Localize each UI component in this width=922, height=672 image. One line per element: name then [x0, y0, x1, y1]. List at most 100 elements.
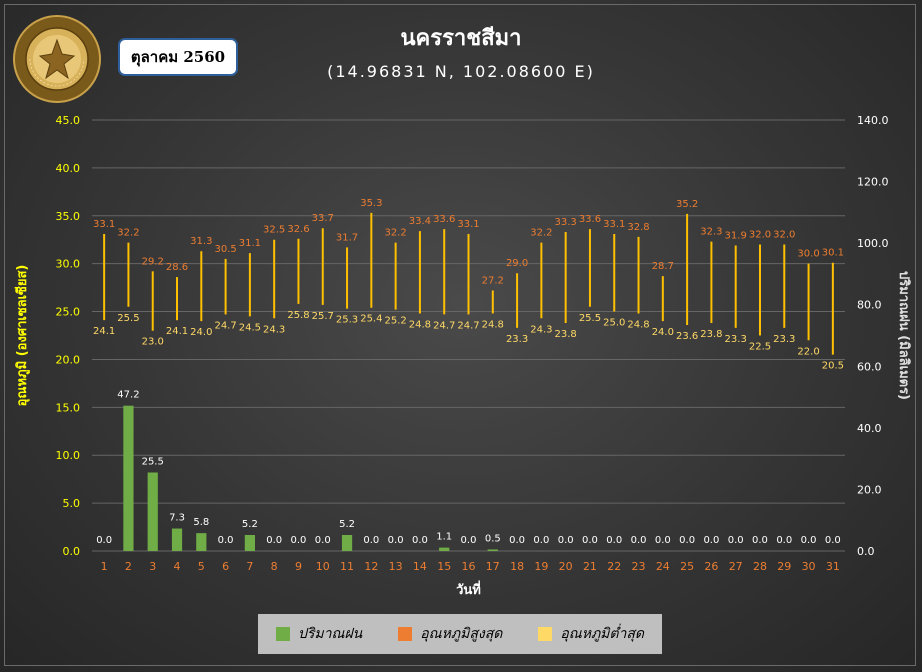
right-tick-label: 0.0	[857, 545, 875, 558]
x-tick-label: 18	[510, 560, 524, 573]
x-axis-title: วันที่	[456, 580, 481, 598]
left-tick-label: 45.0	[56, 114, 81, 127]
rain-data-label: 5.2	[242, 519, 258, 530]
tmin-data-label: 23.8	[700, 329, 722, 340]
rain-bar	[244, 534, 255, 551]
legend-label-tmax: อุณหภูมิสูงสุด	[420, 626, 503, 642]
legend-item-rain: ปริมาณฝน	[275, 623, 363, 645]
tmax-data-label: 33.7	[312, 213, 334, 224]
x-tick-label: 24	[656, 560, 670, 573]
rain-bar	[196, 533, 207, 551]
rain-bar	[439, 547, 450, 551]
rain-data-label: 0.0	[801, 535, 817, 546]
rain-data-label: 0.0	[388, 535, 404, 546]
legend-swatch-tmax	[398, 627, 413, 641]
legend-label-rain: ปริมาณฝน	[297, 626, 363, 642]
x-tick-label: 22	[607, 560, 621, 573]
right-tick-label: 140.0	[857, 114, 889, 127]
tmin-data-label: 23.8	[555, 329, 577, 340]
rain-data-label: 5.2	[339, 519, 355, 530]
rain-data-label: 0.0	[776, 535, 792, 546]
tmax-data-label: 32.8	[627, 222, 649, 233]
left-tick-label: 25.0	[56, 306, 81, 319]
rain-data-label: 0.0	[266, 535, 282, 546]
legend: ปริมาณฝน อุณหภูมิสูงสุด อุณหภูมิต่ำสุด	[258, 614, 662, 654]
tmax-data-label: 32.3	[700, 227, 722, 238]
x-tick-label: 5	[198, 560, 205, 573]
tmin-data-label: 24.1	[93, 326, 115, 337]
tmax-data-label: 28.6	[166, 262, 188, 273]
tmax-data-label: 28.7	[652, 261, 674, 272]
chart-title: นครราชสีมา	[400, 26, 522, 51]
tmax-data-label: 30.1	[822, 248, 844, 259]
left-tick-label: 10.0	[56, 449, 81, 462]
x-tick-label: 6	[222, 560, 229, 573]
x-tick-label: 8	[271, 560, 278, 573]
tmin-data-label: 25.2	[384, 316, 406, 327]
rain-data-label: 5.8	[193, 517, 209, 528]
x-tick-label: 1	[101, 560, 108, 573]
rain-data-label: 0.0	[461, 535, 477, 546]
left-axis-title: อุณหภูมิ (องศาเซลเซียส)	[14, 265, 30, 407]
left-tick-label: 5.0	[63, 497, 81, 510]
right-axis-title: ปริมาณฝน (มิลลิเมตร)	[896, 271, 911, 400]
chart-subtitle: (14.96831 N, 102.08600 E)	[327, 62, 595, 81]
tmin-data-label: 25.5	[579, 313, 601, 324]
legend-label-tmin: อุณหภูมิต่ำสุด	[560, 626, 644, 642]
tmax-data-label: 33.1	[603, 219, 625, 230]
x-tick-label: 11	[340, 560, 354, 573]
tmin-data-label: 24.3	[263, 324, 285, 335]
tmin-data-label: 24.5	[239, 322, 261, 333]
tmin-data-label: 24.7	[457, 320, 479, 331]
tmax-data-label: 29.2	[142, 256, 164, 267]
legend-item-tmax: อุณหภูมิสูงสุด	[398, 623, 502, 645]
rain-data-label: 0.0	[606, 535, 622, 546]
rain-bar	[341, 534, 353, 551]
tmax-data-label: 33.1	[93, 219, 115, 230]
tmin-data-label: 24.7	[433, 320, 455, 331]
tmin-data-label: 25.7	[312, 311, 334, 322]
x-tick-label: 20	[559, 560, 573, 573]
tmin-data-label: 24.8	[482, 319, 504, 330]
tmin-data-label: 25.4	[360, 314, 382, 325]
tmax-data-label: 30.0	[797, 249, 819, 260]
tmax-data-label: 31.9	[725, 230, 747, 241]
tmin-data-label: 24.0	[652, 327, 674, 338]
right-tick-label: 20.0	[857, 483, 882, 496]
legend-swatch-rain	[275, 627, 290, 641]
tmax-data-label: 35.2	[676, 199, 698, 210]
x-tick-label: 30	[802, 560, 816, 573]
rain-data-label: 0.0	[218, 535, 234, 546]
rain-data-label: 0.0	[631, 535, 647, 546]
x-tick-label: 4	[174, 560, 181, 573]
x-tick-label: 31	[826, 560, 840, 573]
rain-data-label: 25.5	[142, 456, 164, 467]
legend-item-tmin: อุณหภูมิต่ำสุด	[538, 623, 644, 645]
right-tick-label: 100.0	[857, 237, 889, 250]
rain-data-label: 0.0	[509, 535, 525, 546]
tmax-data-label: 31.1	[239, 238, 261, 249]
x-tick-label: 14	[413, 560, 427, 573]
tmin-data-label: 22.0	[797, 346, 819, 357]
x-tick-label: 19	[534, 560, 548, 573]
rain-bar	[171, 528, 183, 551]
x-tick-label: 28	[753, 560, 767, 573]
tmax-data-label: 31.3	[190, 236, 212, 247]
x-tick-label: 2	[125, 560, 132, 573]
tmax-data-label: 33.6	[433, 214, 455, 225]
rain-data-label: 0.0	[363, 535, 379, 546]
x-tick-label: 13	[389, 560, 403, 573]
rain-data-label: 0.0	[728, 535, 744, 546]
rain-data-label: 0.0	[703, 535, 719, 546]
left-tick-label: 40.0	[56, 162, 81, 175]
x-tick-label: 15	[437, 560, 451, 573]
tmax-data-label: 29.0	[506, 258, 528, 269]
tmax-data-label: 32.0	[749, 230, 771, 241]
left-tick-label: 0.0	[63, 545, 81, 558]
left-tick-label: 15.0	[56, 401, 81, 414]
tmin-data-label: 24.3	[530, 324, 552, 335]
left-tick-label: 30.0	[56, 258, 81, 271]
tmax-data-label: 32.2	[530, 228, 552, 239]
right-tick-label: 60.0	[857, 360, 882, 373]
rain-data-label: 0.0	[582, 535, 598, 546]
